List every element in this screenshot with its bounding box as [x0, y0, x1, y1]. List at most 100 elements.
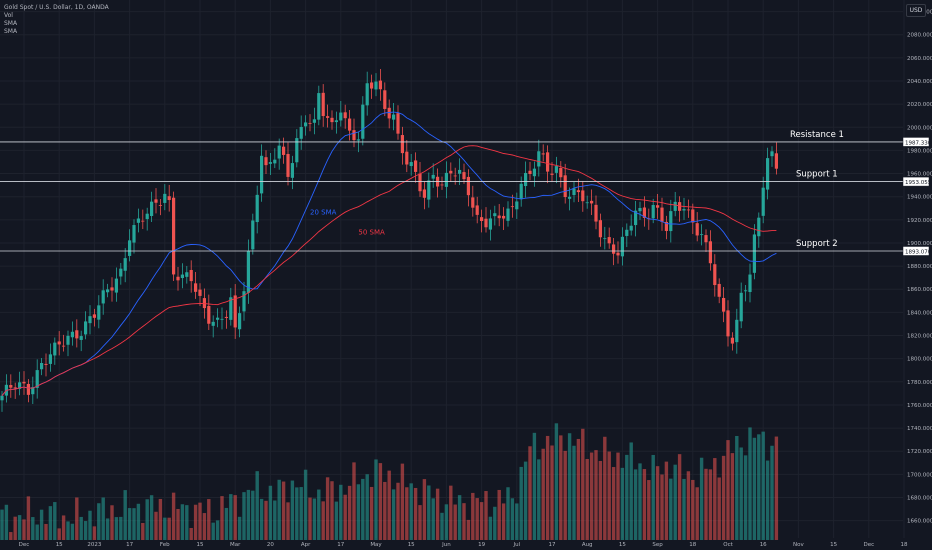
- candle-body: [330, 117, 334, 123]
- candle-body: [343, 112, 347, 119]
- volume-bar: [251, 490, 255, 540]
- candle: [101, 279, 105, 315]
- candle: [634, 201, 638, 237]
- candle: [700, 224, 704, 246]
- volume-bar: [757, 434, 761, 540]
- currency-button[interactable]: USD: [906, 4, 926, 17]
- volume-bar: [440, 512, 444, 540]
- candle: [590, 189, 594, 215]
- candle-body: [651, 205, 655, 219]
- volume-bar: [281, 481, 286, 540]
- volume-bar: [127, 508, 132, 540]
- volume-bar: [286, 502, 290, 540]
- candle-body: [216, 317, 220, 320]
- sma-indicator-label-2[interactable]: SMA: [4, 28, 18, 35]
- volume-bar: [224, 507, 229, 540]
- volume-bar: [673, 464, 677, 540]
- candle-body: [546, 152, 550, 172]
- volume-bar: [730, 453, 735, 540]
- candle-body: [180, 274, 184, 279]
- candle-body: [251, 220, 255, 250]
- y-tick-label: 1900.000: [907, 241, 932, 247]
- candle-body: [273, 159, 277, 164]
- volume-bar: [136, 503, 141, 540]
- level-price-label: 1893.070: [905, 249, 932, 255]
- candle: [528, 161, 532, 181]
- candle-body: [726, 310, 730, 337]
- sma-indicator-label[interactable]: SMA: [4, 20, 18, 27]
- candle-body: [189, 269, 193, 282]
- candle: [4, 374, 8, 403]
- candle-body: [722, 297, 726, 312]
- candle: [290, 155, 294, 190]
- candle: [44, 353, 48, 377]
- candle: [532, 161, 536, 187]
- candle-body: [559, 168, 563, 178]
- candle: [348, 109, 352, 141]
- candle-body: [88, 316, 92, 324]
- candle-body: [537, 151, 541, 167]
- candle: [167, 184, 171, 212]
- candle-body: [119, 268, 123, 277]
- volume-bar: [669, 478, 673, 540]
- candle: [682, 197, 686, 220]
- volume-bar: [677, 454, 682, 540]
- volume-bar: [246, 489, 251, 540]
- y-tick-label: 1780.000: [907, 380, 932, 386]
- candle-body: [554, 166, 558, 173]
- y-tick-label: 1820.000: [907, 334, 932, 340]
- volume-bar: [418, 505, 422, 540]
- candle: [585, 195, 589, 209]
- candle: [638, 201, 642, 220]
- candle-body: [664, 221, 668, 231]
- candle-body: [123, 258, 127, 271]
- candle-body: [352, 130, 356, 141]
- candle: [537, 139, 541, 177]
- volume-bar: [515, 503, 519, 540]
- candle: [246, 239, 250, 304]
- candle-body: [229, 297, 233, 320]
- volume-bar: [66, 521, 70, 540]
- candle: [92, 308, 96, 327]
- candle: [691, 203, 695, 235]
- candle-body: [211, 321, 215, 326]
- volume-bar: [391, 489, 396, 540]
- volume-bar: [594, 450, 598, 540]
- volume-bar: [748, 427, 752, 540]
- volume-bar: [713, 458, 717, 540]
- candle: [207, 294, 211, 330]
- volume-bar: [475, 498, 479, 540]
- candle: [493, 205, 497, 226]
- candle-body: [673, 201, 677, 211]
- candle: [339, 101, 343, 127]
- level-price-label: 1987.330: [905, 140, 932, 146]
- x-tick-label: Oct: [723, 542, 733, 548]
- candle-body: [458, 169, 462, 174]
- volume-bar: [695, 487, 699, 540]
- candle: [766, 147, 770, 200]
- volume-indicator-label[interactable]: Vol: [4, 12, 13, 19]
- candle-body: [638, 207, 642, 212]
- volume-bar: [35, 524, 39, 540]
- candle: [154, 188, 158, 214]
- y-tick-label: 1740.000: [907, 426, 932, 432]
- volume-bar: [215, 520, 220, 540]
- volume-bar: [110, 505, 114, 540]
- candle: [114, 267, 118, 302]
- x-tick-label: May: [370, 542, 382, 548]
- volume-bar: [79, 516, 83, 540]
- candle-body: [744, 290, 748, 292]
- candle: [739, 282, 743, 329]
- candle: [559, 161, 563, 188]
- volume-bar: [413, 487, 418, 540]
- candle: [13, 382, 17, 399]
- candle: [383, 82, 387, 117]
- volume-bar: [352, 462, 356, 540]
- volume-bar: [484, 491, 488, 540]
- candle-body: [471, 197, 475, 208]
- y-tick-label: 1960.000: [907, 172, 932, 178]
- candle: [444, 161, 448, 199]
- candle: [57, 331, 61, 356]
- candle-body: [290, 163, 294, 178]
